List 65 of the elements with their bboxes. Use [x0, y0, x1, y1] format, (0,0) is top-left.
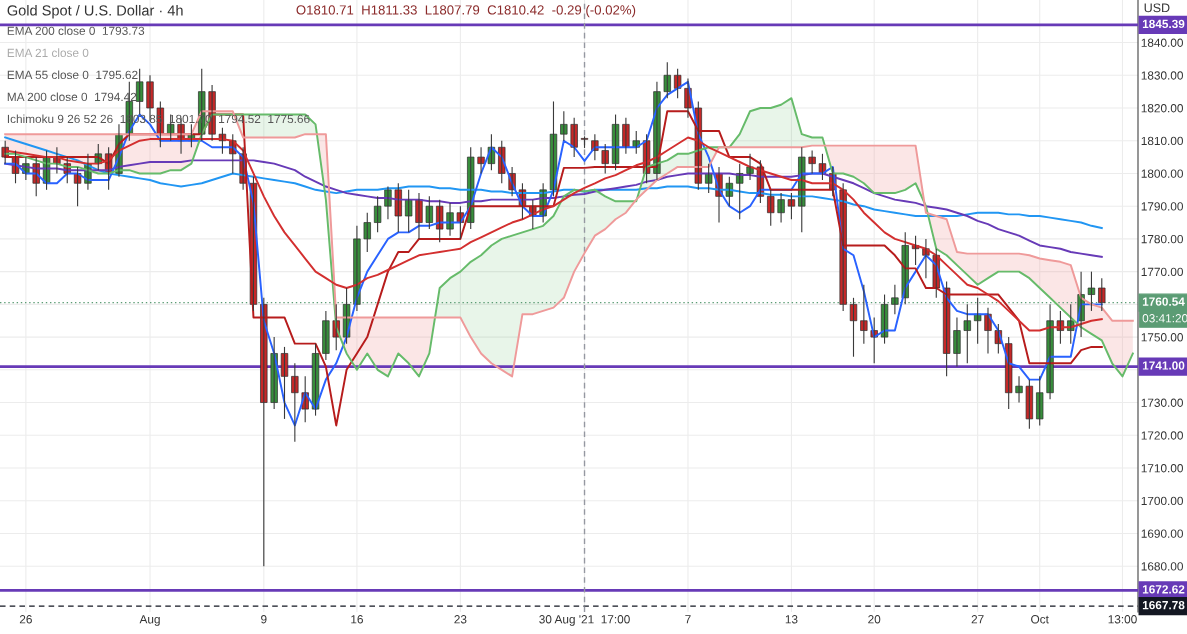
candlestick — [560, 110, 568, 142]
y-tick-label: 1710.00 — [1141, 464, 1183, 473]
y-tick-label: 1750.00 — [1141, 333, 1183, 342]
ref-line-label: 1667.78 — [1142, 600, 1185, 610]
candlestick — [363, 212, 371, 253]
candlestick — [860, 284, 868, 345]
chart-title: Gold Spot / U.S. Dollar · 4h — [7, 4, 183, 19]
y-tick-label: 1840.00 — [1141, 38, 1183, 47]
y-tick-label: 1830.00 — [1141, 71, 1183, 80]
annotation: EMA 200 close 0 1793.73 — [7, 26, 145, 35]
y-tick-label: 1820.00 — [1141, 104, 1183, 113]
x-tick-label: Oct — [1031, 615, 1049, 624]
x-tick-label: 16 — [351, 615, 363, 624]
candlestick — [1087, 271, 1096, 312]
y-tick-label: 1700.00 — [1141, 496, 1183, 506]
candlestick — [436, 199, 444, 243]
y-tick-label: 1770.00 — [1141, 267, 1183, 277]
x-tick-label: Aug — [139, 615, 160, 626]
annotation: EMA 21 close 0 — [7, 48, 89, 58]
y-tick-label: 1800.00 — [1141, 169, 1183, 178]
candlestick — [787, 192, 796, 220]
x-tick-label: 13 — [785, 615, 798, 624]
y-tick-label: 1720.00 — [1141, 431, 1183, 440]
x-tick-label: 20 — [868, 615, 881, 624]
x-tick-label: 27 — [971, 615, 984, 624]
candlestick — [394, 182, 402, 233]
ref-line-label: 1760.54 — [1142, 297, 1185, 306]
candlestick — [570, 117, 578, 158]
text: 03:41:20 — [1142, 314, 1187, 323]
x-tick-label: 7 — [685, 615, 691, 624]
x-tick-label: 23 — [454, 615, 467, 624]
x-tick-label: 30 Aug '21 17:00 — [539, 615, 630, 626]
candlestick — [663, 61, 671, 99]
y-tick-label: 1730.00 — [1141, 398, 1183, 407]
x-tick-label: 26 — [19, 615, 32, 624]
candlestick — [767, 189, 775, 227]
candlestick — [580, 135, 589, 149]
line-series — [4, 136, 1103, 230]
candlestick — [963, 303, 971, 364]
text: USD — [1144, 3, 1170, 13]
y-tick-label: 1790.00 — [1141, 202, 1183, 211]
ref-line-label: 1672.62 — [1142, 585, 1185, 594]
candlestick — [291, 362, 299, 443]
candlestick — [1036, 375, 1044, 427]
candlestick — [1098, 277, 1106, 312]
candlestick — [373, 195, 382, 233]
candlestick — [136, 68, 144, 116]
candlestick — [601, 143, 609, 175]
x-tick-label: 9 — [261, 615, 267, 624]
candlestick — [425, 195, 433, 230]
annotation: O1810.71 H1811.33 L1807.79 C1810.42 -0.29 (-0.02%) — [296, 4, 636, 18]
candlestick — [808, 149, 816, 175]
candlestick — [891, 284, 899, 315]
candlestick — [611, 113, 620, 171]
y-tick-label: 1780.00 — [1141, 234, 1183, 244]
annotation: EMA 55 close 0 1795.62 — [7, 70, 138, 80]
ref-line-label: 1845.39 — [1142, 19, 1185, 29]
x-tick-label: 13:00 — [1108, 615, 1137, 624]
ref-line-label: 1741.00 — [1142, 361, 1185, 370]
candlestick — [1025, 379, 1034, 430]
y-tick-label: 1680.00 — [1141, 562, 1183, 571]
candlestick — [705, 163, 713, 194]
y-tick-label: 1690.00 — [1141, 529, 1183, 538]
candlestick — [404, 189, 413, 233]
y-tick-label: 1810.00 — [1141, 136, 1183, 146]
